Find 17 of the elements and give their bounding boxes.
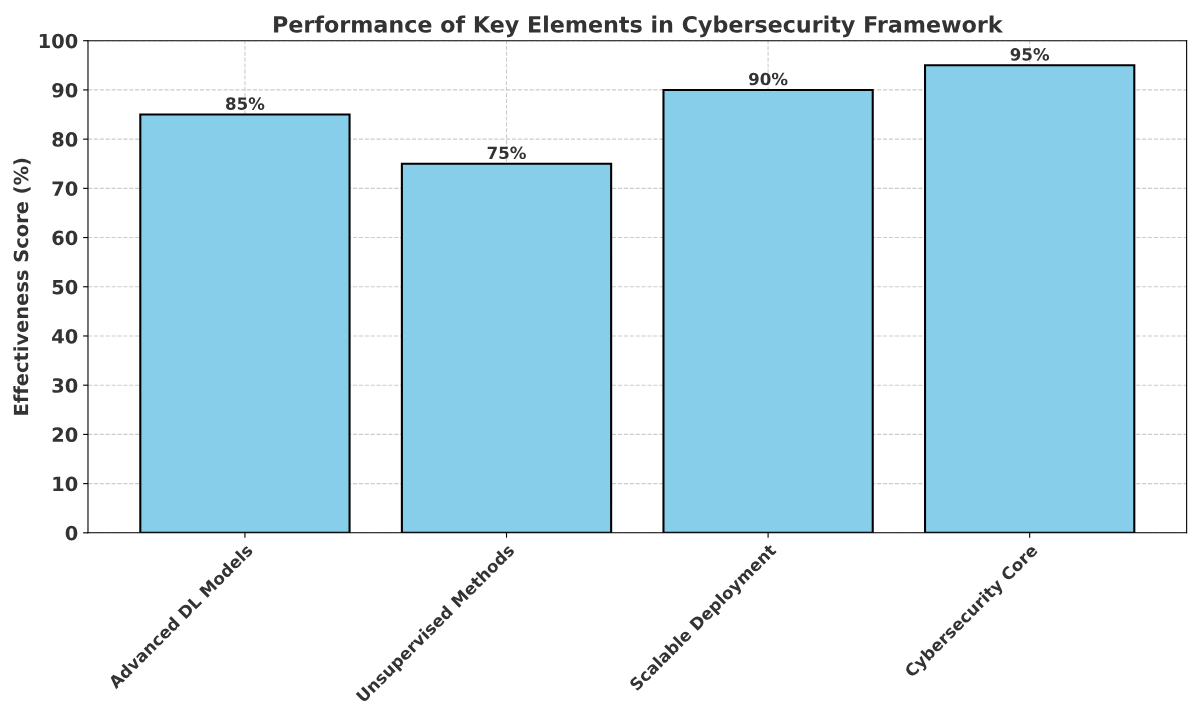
data-label: 75% (487, 146, 526, 160)
y-tick-label: 60 (52, 230, 78, 246)
y-tick-label: 0 (65, 525, 78, 541)
y-tick-label: 20 (52, 427, 78, 443)
chart-title: Performance of Key Elements in Cybersecurity Framework (274, 15, 1004, 38)
y-tick-label: 30 (52, 378, 78, 393)
y-tick-label: 70 (52, 181, 78, 197)
y-tick-label: 10 (53, 476, 78, 492)
data-label: 95% (1010, 48, 1050, 61)
y-tick-label: 40 (52, 328, 78, 344)
y-axis-title: Effectiveness Score (%) (13, 158, 31, 415)
data-label: 85% (226, 97, 265, 110)
y-tick-label: 90 (52, 82, 78, 98)
y-tick-label: 80 (52, 132, 78, 147)
y-tick-label: 50 (52, 279, 78, 295)
y-tick-label: 100 (39, 33, 78, 49)
data-label: 90% (749, 72, 788, 86)
